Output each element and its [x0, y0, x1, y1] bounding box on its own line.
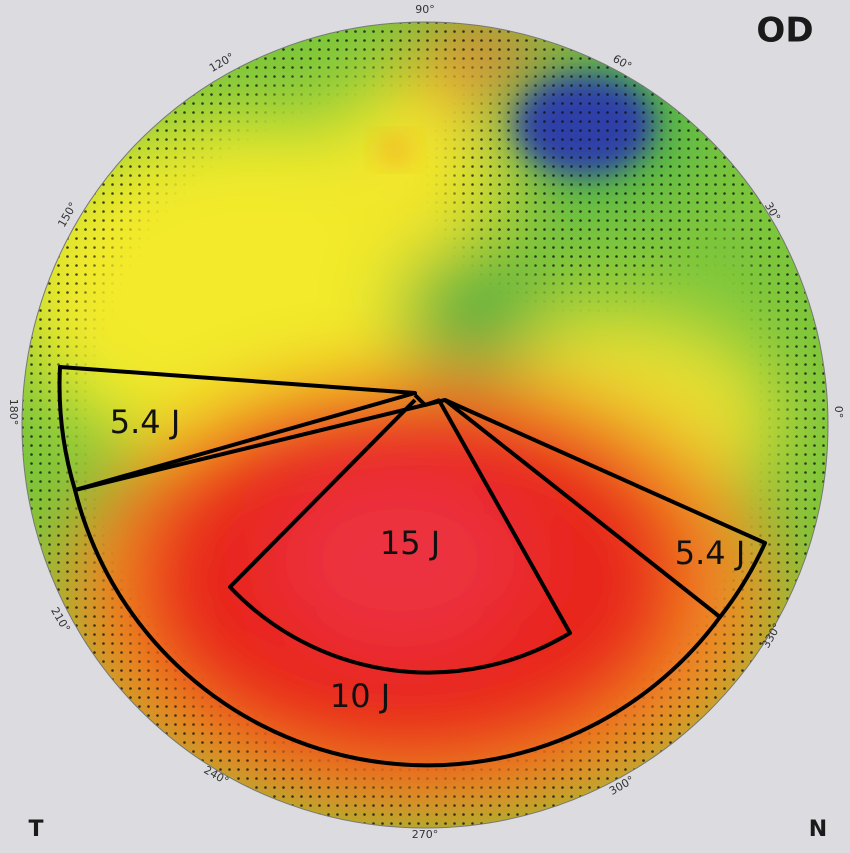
zone-apex [413, 393, 441, 407]
angle-label: 180° [7, 399, 20, 426]
zone-sector [444, 398, 767, 619]
corner-label: T [28, 817, 43, 842]
angle-label: 0° [832, 406, 845, 419]
zone-sector [73, 398, 722, 768]
zone-label: 15 J [380, 524, 440, 562]
zone-label: 5.4 J [110, 403, 181, 441]
zone-label: 10 J [330, 677, 390, 715]
map-border [21, 21, 829, 829]
zone-label: 5.4 J [675, 534, 746, 572]
treatment-zones [57, 365, 767, 768]
angle-label: 270° [412, 828, 439, 841]
angle-label: 90° [415, 3, 435, 16]
zone-sector [228, 398, 572, 675]
corner-label: N [809, 817, 827, 842]
eye-label: OD [756, 11, 813, 51]
